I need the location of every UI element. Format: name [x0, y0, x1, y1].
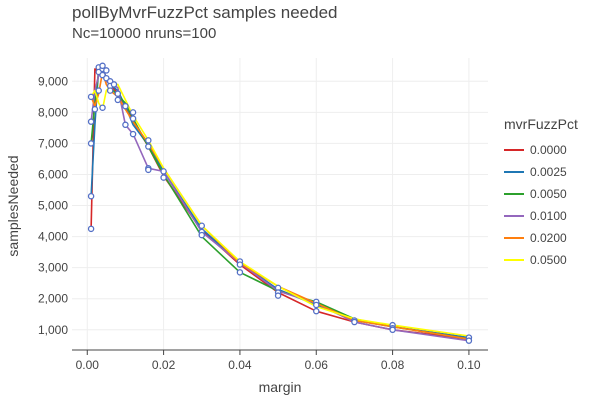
chart-subtitle: Nc=10000 nruns=100 [72, 25, 216, 42]
x-tick-label: 0.04 [228, 358, 252, 372]
data-point [122, 121, 129, 129]
plot-area [87, 62, 473, 344]
data-point [198, 231, 206, 239]
grid [72, 58, 488, 350]
y-tick-label: 3,000 [38, 261, 68, 275]
data-point [236, 269, 244, 276]
x-tick-label: 0.02 [152, 358, 176, 372]
y-tick-label: 9,000 [38, 74, 68, 88]
data-point [87, 140, 95, 147]
legend-title: mvrFuzzPct [504, 116, 578, 132]
data-point [87, 93, 95, 101]
x-tick-label: 0.06 [305, 358, 329, 372]
legend-label: 0.0200 [530, 231, 567, 245]
x-tick-label: 0.08 [381, 358, 405, 372]
data-point [110, 81, 118, 88]
data-point [236, 261, 244, 268]
data-point [95, 87, 102, 94]
x-axis: 0.00 0.02 0.04 0.06 0.08 0.10 [72, 349, 488, 372]
data-point [106, 87, 114, 94]
data-point [103, 67, 110, 74]
data-point [313, 301, 320, 309]
data-point [160, 174, 167, 181]
data-point [145, 166, 152, 174]
legend-label: 0.0000 [530, 143, 567, 157]
data-point [129, 130, 137, 138]
y-tick-label: 5,000 [38, 199, 68, 213]
data-point [114, 96, 122, 104]
y-tick-label: 7,000 [38, 136, 68, 150]
data-point [87, 118, 95, 125]
legend-label: 0.0500 [530, 253, 567, 267]
legend-label: 0.0050 [530, 187, 567, 201]
data-point [198, 222, 206, 229]
y-tick-label: 8,000 [38, 105, 68, 119]
y-tick-label: 2,000 [38, 292, 68, 306]
data-point [122, 102, 129, 110]
series-line [90, 68, 470, 342]
chart-title: pollByMvrFuzzPct samples needed [72, 3, 338, 22]
legend-label: 0.0025 [530, 165, 567, 179]
data-point [160, 168, 167, 175]
y-tick-label: 4,000 [38, 230, 68, 244]
y-axis-title: samplesNeeded [5, 155, 21, 256]
data-point [87, 225, 95, 233]
data-point [87, 192, 95, 200]
data-point [114, 90, 122, 97]
data-point [145, 143, 152, 150]
y-tick-label: 1,000 [38, 323, 68, 337]
data-point [99, 104, 106, 111]
x-tick-label: 0.10 [457, 358, 481, 372]
legend: mvrFuzzPct 0.0000 0.0025 0.0050 0.0100 0.020… [504, 116, 578, 267]
y-tick-label: 6,000 [38, 167, 68, 181]
legend-label: 0.0100 [530, 209, 567, 223]
data-point [145, 137, 152, 144]
data-point [274, 292, 282, 299]
data-point [351, 318, 358, 326]
data-point [129, 109, 137, 116]
x-axis-title: margin [259, 379, 302, 395]
y-axis: 1,000 2,000 3,000 4,000 5,000 6,000 7,000 8,000… [38, 74, 68, 337]
data-point [313, 307, 320, 315]
data-point [91, 106, 99, 113]
data-point [129, 115, 137, 122]
x-tick-label: 0.00 [76, 358, 100, 372]
data-point [99, 62, 106, 70]
data-point [465, 337, 473, 344]
data-point [389, 326, 396, 334]
